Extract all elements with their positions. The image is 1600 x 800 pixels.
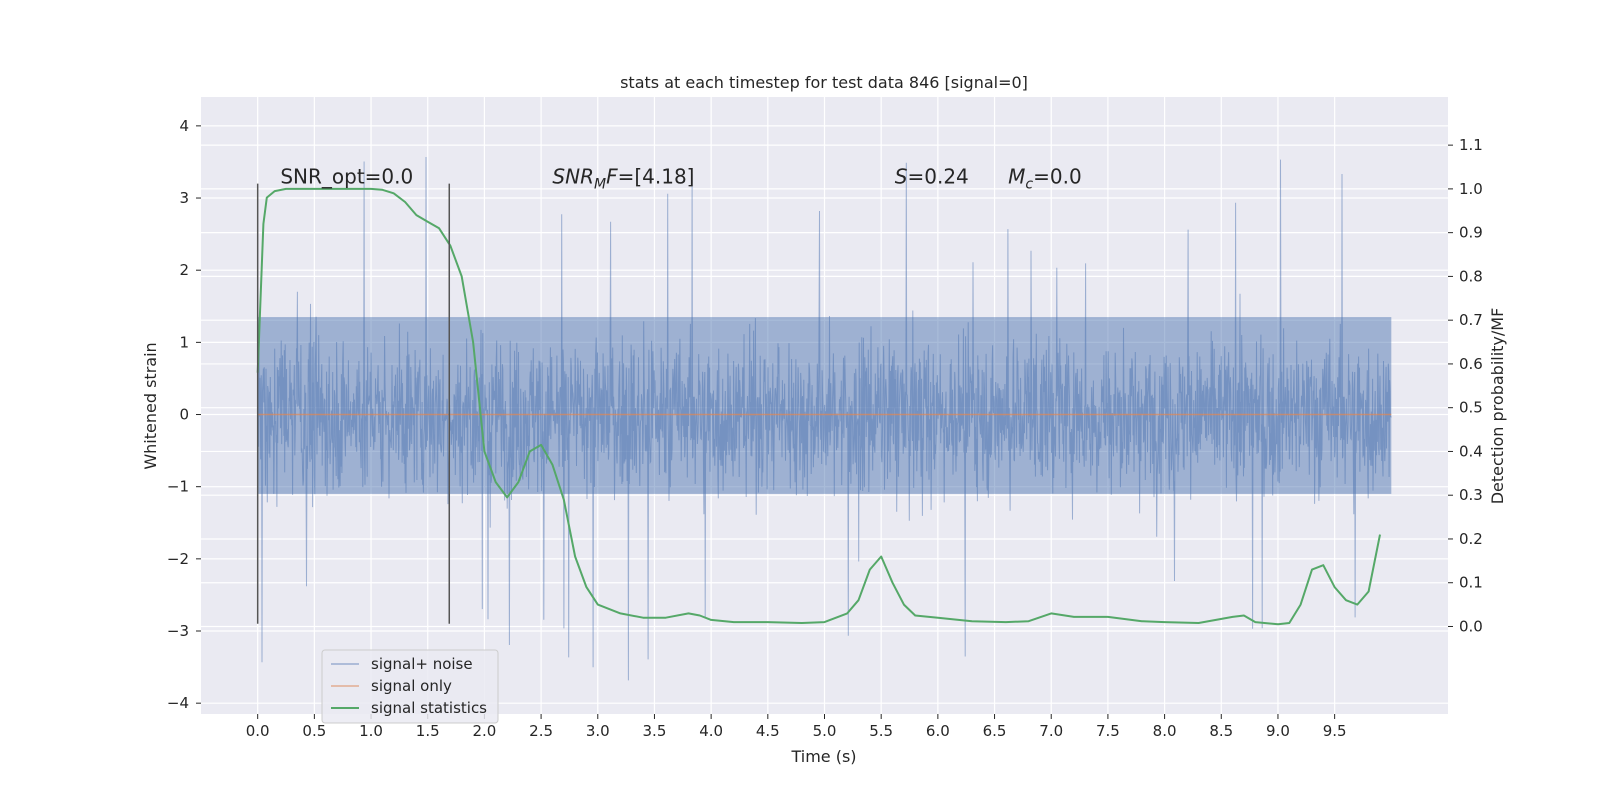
y2-tick-label: 0.7 <box>1459 311 1483 329</box>
y-tick-label: 0 <box>179 406 189 424</box>
x-tick-label: 0.0 <box>246 722 270 740</box>
y2-tick-label: 0.5 <box>1459 399 1483 417</box>
y2-tick-label: 0.0 <box>1459 617 1483 635</box>
x-tick-label: 5.0 <box>813 722 837 740</box>
x-tick-label: 6.0 <box>926 722 950 740</box>
x-tick-label: 3.5 <box>643 722 667 740</box>
y-tick-label: 1 <box>179 333 189 351</box>
x-tick-label: 9.0 <box>1266 722 1290 740</box>
x-tick-label: 1.5 <box>416 722 440 740</box>
x-tick-label: 2.5 <box>529 722 553 740</box>
y2-tick-label: 0.1 <box>1459 574 1483 592</box>
y2-tick-label: 0.9 <box>1459 224 1483 242</box>
y2-tick-label: 0.6 <box>1459 355 1483 373</box>
chart-title: stats at each timestep for test data 846… <box>620 73 1028 92</box>
x-tick-label: 5.5 <box>869 722 893 740</box>
y-tick-label: 3 <box>179 189 189 207</box>
x-tick-label: 8.0 <box>1153 722 1177 740</box>
legend-box <box>321 649 499 724</box>
signal-noise-series <box>257 156 1392 681</box>
y2-axis-label: Detection probability/MF <box>1488 308 1507 505</box>
x-tick-label: 8.5 <box>1209 722 1233 740</box>
y-tick-label: 2 <box>179 261 189 279</box>
annotation-text: SNR_opt=0.0 <box>280 165 413 189</box>
annotation-text: Mc=0.0 <box>1008 165 1082 193</box>
x-tick-label: 3.0 <box>586 722 610 740</box>
x-tick-label: 7.5 <box>1096 722 1120 740</box>
x-tick-label: 6.5 <box>983 722 1007 740</box>
window-markers <box>256 183 451 624</box>
noise-core-band <box>257 317 1392 494</box>
x-tick-label: 4.0 <box>699 722 723 740</box>
y2-tick-label: 0.3 <box>1459 486 1483 504</box>
y2-tick-label: 1.0 <box>1459 180 1483 198</box>
annotation-text: S=0.24 <box>895 165 969 189</box>
y-tick-label: 4 <box>179 117 189 135</box>
annotation-text: SNRMF=[4.18] <box>552 165 694 193</box>
noise-trace <box>257 156 1392 681</box>
y-tick-label: −3 <box>167 622 189 640</box>
legend-label-signal-only: signal only <box>371 677 452 695</box>
x-tick-label: 9.5 <box>1323 722 1347 740</box>
y-axis-ticks: 4 3 2 1 0 −1 −2 −3 −4 <box>167 117 201 712</box>
y2-tick-label: 0.4 <box>1459 442 1483 460</box>
x-tick-label: 4.5 <box>756 722 780 740</box>
x-tick-label: 2.0 <box>472 722 496 740</box>
y2-axis-ticks: 1.1 1.0 0.9 0.8 0.7 0.6 0.5 0.4 0.3 0.2 0.1 0.0 <box>1448 136 1483 635</box>
y-tick-label: −2 <box>167 550 189 568</box>
y2-tick-label: 0.8 <box>1459 267 1483 285</box>
signal-statistics-series <box>256 187 1381 626</box>
legend: signal+ noise signal only signal statist… <box>321 649 499 724</box>
y-axis-label: Whitened strain <box>141 342 160 469</box>
signal-statistics-line <box>256 187 1381 626</box>
y-tick-label: −1 <box>167 478 189 496</box>
y2-tick-label: 0.2 <box>1459 530 1483 548</box>
legend-label-signal-noise: signal+ noise <box>371 655 473 673</box>
y2-tick-label: 1.1 <box>1459 136 1483 154</box>
annotations: SNR_opt=0.0 SNRMF=[4.18] S=0.24 Mc=0.0 <box>280 165 1081 193</box>
y-tick-label: −4 <box>167 694 189 712</box>
x-axis-ticks: 0.0 0.5 1.0 1.5 2.0 2.5 3.0 3.5 4.0 4.5 5.0 5.5 6.0 6… <box>246 714 1347 740</box>
x-axis-label: Time (s) <box>790 747 856 766</box>
legend-label-signal-statistics: signal statistics <box>371 699 487 717</box>
x-tick-label: 0.5 <box>302 722 326 740</box>
x-tick-label: 7.0 <box>1039 722 1063 740</box>
x-tick-label: 1.0 <box>359 722 383 740</box>
